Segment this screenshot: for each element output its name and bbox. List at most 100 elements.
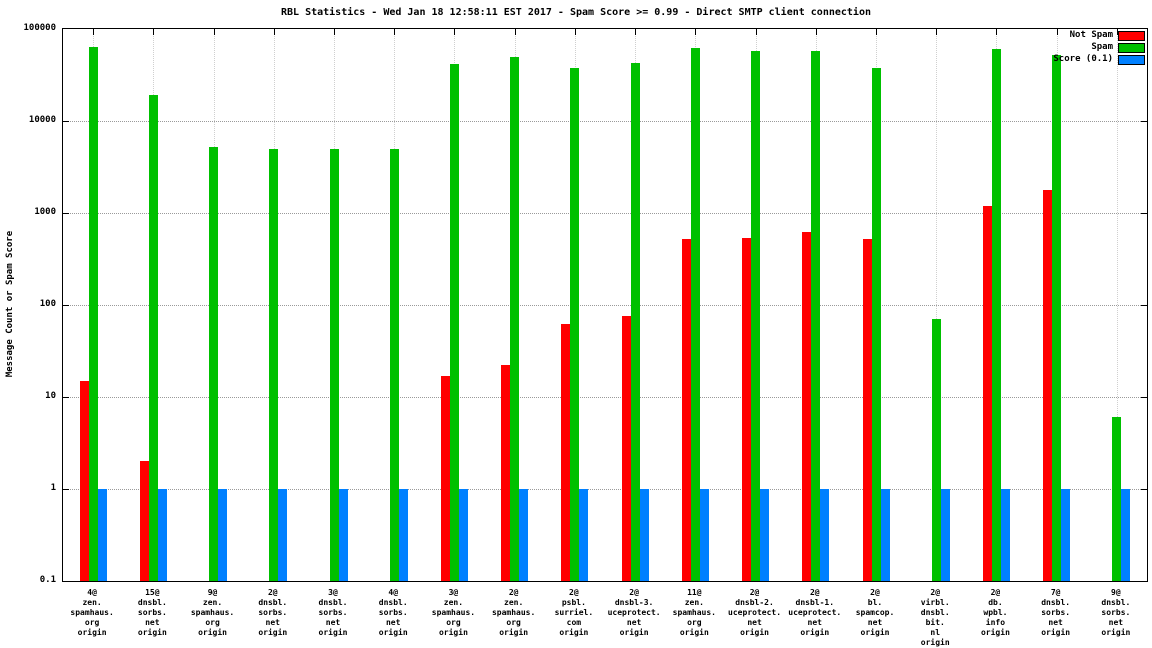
bar-spam [570, 67, 580, 581]
bar-spam [148, 95, 158, 581]
legend-label: Not Spam [1069, 30, 1113, 40]
x-tick-mark [213, 29, 215, 35]
bar-score-0-1- [940, 489, 950, 581]
x-tick-mark [936, 29, 938, 35]
y-tick-mark [63, 213, 69, 214]
bar-score-0-1- [880, 489, 890, 581]
bar-score-0-1- [1061, 489, 1071, 581]
legend-label: Score (0.1) [1053, 54, 1113, 64]
legend-swatch-score [1118, 54, 1145, 65]
bar-spam [1112, 417, 1122, 581]
bar-score-0-1- [278, 489, 288, 581]
x-tick-mark [334, 29, 335, 35]
legend-label: Spam [1091, 42, 1113, 52]
y-tick-label: 10000 [28, 115, 56, 125]
y-tick-label: 100000 [23, 23, 56, 33]
x-category-label: 4@ dnsbl. sorbs. net origin [378, 588, 408, 637]
bar-score-0-1- [398, 489, 408, 581]
bar-spam [811, 51, 821, 581]
y-tick-mark [1141, 489, 1147, 490]
x-category-label: 2@ dnsbl-2. uceprotect. net origin [728, 588, 782, 637]
bar-spam [931, 319, 941, 581]
x-category-label: 2@ bl. spamcop. net origin [855, 588, 895, 637]
bar-spam [449, 63, 459, 581]
y-tick-label: 100 [39, 299, 56, 309]
x-tick-mark [1056, 29, 1058, 35]
bar-not-spam [1043, 189, 1053, 581]
bar-score-0-1- [458, 489, 468, 581]
bar-not-spam [79, 380, 89, 581]
x-tick-mark [273, 29, 275, 35]
x-category-label: 2@ dnsbl-3. uceprotect. net origin [607, 588, 661, 637]
gridline-vertical [936, 29, 938, 581]
x-category-label: 2@ db. wpbl. info origin [980, 588, 1010, 637]
bar-not-spam [561, 324, 571, 581]
x-category-label: 2@ dnsbl. sorbs. net origin [258, 588, 288, 637]
gridline-horizontal [63, 305, 1147, 306]
x-tick-mark [635, 29, 637, 35]
bar-score-0-1- [579, 489, 589, 581]
bar-spam [871, 67, 881, 581]
x-category-label: 15@ dnsbl. sorbs. net origin [137, 588, 167, 637]
bar-spam [269, 148, 279, 581]
bar-score-0-1- [1121, 489, 1131, 581]
x-tick-mark [454, 29, 456, 35]
bar-not-spam [862, 239, 872, 581]
legend-item-not-spam: Not Spam [1070, 30, 1145, 41]
bar-not-spam [681, 239, 691, 581]
y-tick-label: 1 [50, 483, 56, 493]
bar-spam [751, 51, 761, 581]
y-tick-mark [63, 489, 69, 490]
x-tick-mark [1116, 29, 1118, 35]
x-category-label: 9@ dnsbl. sorbs. net origin [1101, 588, 1131, 637]
y-tick-label: 1000 [34, 207, 56, 217]
y-tick-mark [1141, 305, 1147, 306]
y-tick-mark [1141, 397, 1147, 398]
bar-score-0-1- [97, 489, 107, 581]
bar-not-spam [742, 237, 752, 581]
bar-spam [329, 148, 339, 581]
bar-not-spam [440, 375, 450, 581]
bar-not-spam [802, 232, 812, 581]
gridline-horizontal [63, 397, 1147, 398]
bar-spam [630, 62, 640, 581]
x-category-label: 3@ dnsbl. sorbs. net origin [318, 588, 348, 637]
legend: Not Spam Spam Score (0.1) [1053, 30, 1145, 65]
bar-spam [510, 56, 520, 581]
x-category-label: 9@ zen. spamhaus. org origin [190, 588, 235, 637]
y-tick-label: 0.1 [39, 575, 56, 585]
y-tick-mark [1141, 121, 1147, 122]
bar-not-spam [139, 461, 149, 581]
chart-title: RBL Statistics - Wed Jan 18 12:58:11 EST… [280, 7, 871, 18]
plot-area [62, 28, 1148, 582]
y-tick-mark [63, 397, 69, 398]
gridline-vertical [1116, 29, 1118, 581]
bar-spam [389, 148, 399, 581]
legend-swatch-spam [1118, 42, 1145, 53]
bar-spam [690, 48, 700, 581]
legend-item-spam: Spam [1091, 42, 1145, 53]
bar-not-spam [501, 365, 511, 581]
bar-spam [209, 147, 219, 581]
bar-score-0-1- [338, 489, 348, 581]
bar-spam [991, 49, 1001, 581]
y-tick-mark [63, 305, 69, 306]
x-category-label: 11@ zen. spamhaus. org origin [672, 588, 716, 637]
x-tick-mark [755, 29, 757, 35]
gridline-horizontal [63, 489, 1147, 490]
bar-not-spam [621, 316, 631, 581]
y-tick-label: 10 [45, 391, 56, 401]
y-tick-mark [1141, 213, 1147, 214]
bar-score-0-1- [218, 489, 228, 581]
gridline-horizontal [63, 121, 1147, 122]
bar-spam [88, 47, 98, 581]
legend-swatch-not-spam [1118, 30, 1145, 41]
x-tick-mark [574, 29, 576, 35]
x-category-label: 3@ zen. spamhaus. org origin [431, 588, 476, 637]
x-tick-mark [153, 29, 155, 35]
bar-spam [1052, 55, 1062, 581]
bar-score-0-1- [699, 489, 709, 581]
x-tick-mark [815, 29, 817, 35]
y-tick-mark [63, 121, 69, 122]
